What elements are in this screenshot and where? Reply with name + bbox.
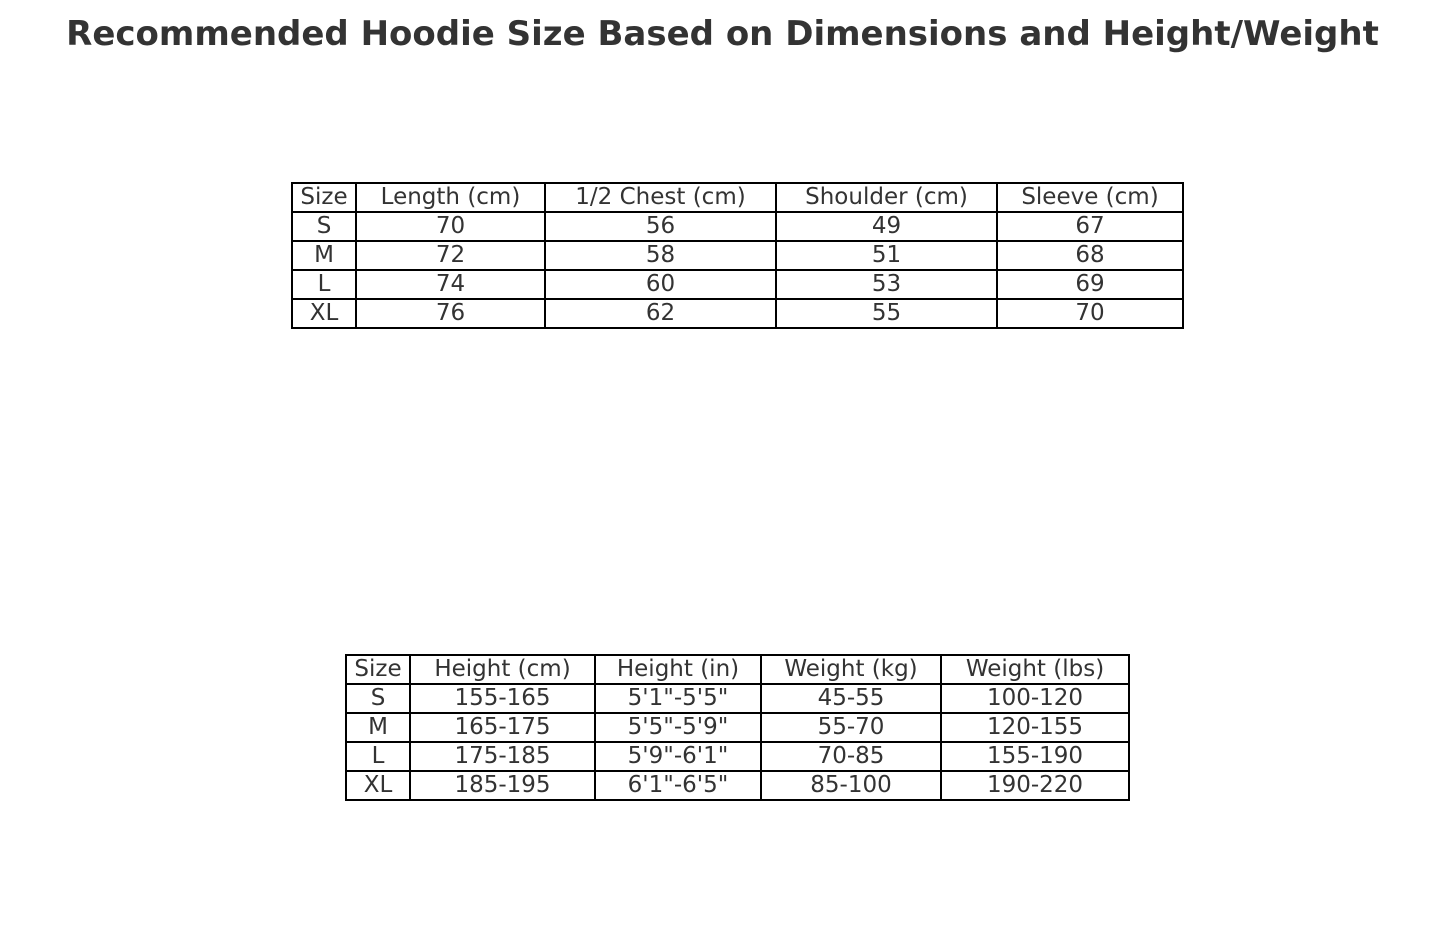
table-cell: 55 [775,298,998,329]
column-header: Weight (lbs) [940,654,1130,685]
table-cell: 68 [996,240,1184,271]
table-cell: 74 [355,269,546,300]
column-header: Size [345,654,411,685]
table-cell: 5'1"-5'5" [594,683,762,714]
table-cell: XL [291,298,357,329]
table-cell: 155-165 [409,683,596,714]
table-header-row: Size Height (cm) Height (in) Weight (kg) Wei… [345,654,1130,685]
table-row: M 165-175 5'5"-5'9" 55-70 120-155 [345,712,1130,743]
table-row: XL 76 62 55 70 [291,298,1184,329]
table-cell: 51 [775,240,998,271]
table-header-row: Size Length (cm) 1/2 Chest (cm) Shoulder (c… [291,182,1184,213]
table-cell: 5'5"-5'9" [594,712,762,743]
table-cell: 100-120 [940,683,1130,714]
garment-dimensions-table: Size Length (cm) 1/2 Chest (cm) Shoulder (c… [291,182,1184,329]
table-cell: 72 [355,240,546,271]
table-row: XL 185-195 6'1"-6'5" 85-100 190-220 [345,770,1130,801]
table-cell: 165-175 [409,712,596,743]
table-cell: 6'1"-6'5" [594,770,762,801]
column-header: Height (cm) [409,654,596,685]
table-cell: 120-155 [940,712,1130,743]
table-cell: 70 [996,298,1184,329]
table-row: M 72 58 51 68 [291,240,1184,271]
table-row: S 155-165 5'1"-5'5" 45-55 100-120 [345,683,1130,714]
table-cell: 53 [775,269,998,300]
table-cell: XL [345,770,411,801]
table-cell: 76 [355,298,546,329]
table-cell: 155-190 [940,741,1130,772]
table-cell: 45-55 [760,683,942,714]
table-cell: S [291,211,357,242]
column-header: 1/2 Chest (cm) [544,182,777,213]
column-header: Size [291,182,357,213]
table-cell: 55-70 [760,712,942,743]
table-cell: L [291,269,357,300]
chart-title: Recommended Hoodie Size Based on Dimensi… [66,14,1379,54]
column-header: Sleeve (cm) [996,182,1184,213]
table-cell: M [291,240,357,271]
table-cell: 69 [996,269,1184,300]
column-header: Height (in) [594,654,762,685]
table-cell: 62 [544,298,777,329]
column-header: Shoulder (cm) [775,182,998,213]
table-cell: 56 [544,211,777,242]
column-header: Length (cm) [355,182,546,213]
table-row: L 175-185 5'9"-6'1" 70-85 155-190 [345,741,1130,772]
table-cell: S [345,683,411,714]
table-cell: 70 [355,211,546,242]
table-cell: L [345,741,411,772]
table-row: S 70 56 49 67 [291,211,1184,242]
table-cell: 60 [544,269,777,300]
table-row: L 74 60 53 69 [291,269,1184,300]
table-cell: 49 [775,211,998,242]
table-cell: 5'9"-6'1" [594,741,762,772]
body-measurements-table: Size Height (cm) Height (in) Weight (kg) Wei… [345,654,1130,801]
table-cell: 185-195 [409,770,596,801]
table-cell: M [345,712,411,743]
table-cell: 175-185 [409,741,596,772]
table-cell: 190-220 [940,770,1130,801]
table-cell: 58 [544,240,777,271]
table-cell: 67 [996,211,1184,242]
column-header: Weight (kg) [760,654,942,685]
table-cell: 70-85 [760,741,942,772]
table-cell: 85-100 [760,770,942,801]
